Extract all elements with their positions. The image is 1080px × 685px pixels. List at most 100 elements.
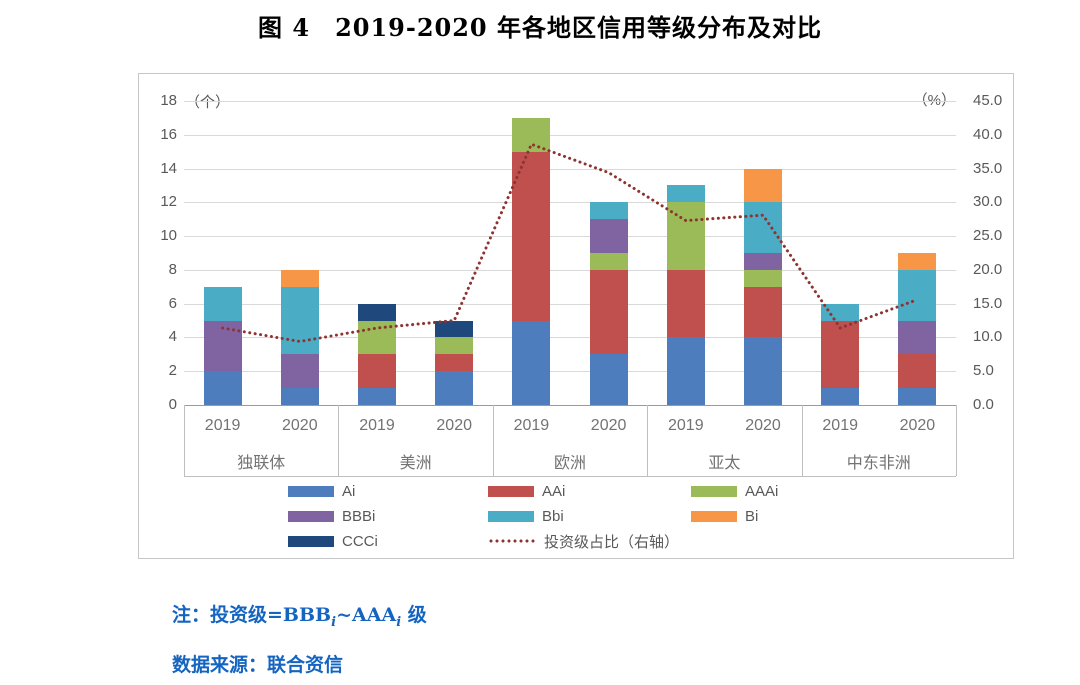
legend-item-CCCi: CCCi (288, 532, 378, 550)
legend-item-Bi: Bi (691, 507, 759, 525)
right-axis-unit-label: （%） (912, 92, 956, 109)
legend-item-BBBi: BBBi (288, 507, 376, 525)
legend-label: AAAi (745, 482, 779, 500)
bar-segment-Bi (280, 269, 319, 287)
category-group-label: 美洲 (399, 455, 432, 472)
legend-item-AAi: AAi (488, 482, 566, 500)
gridline (184, 371, 956, 373)
legend-label: Bi (745, 507, 759, 525)
legend-item-Ai: Ai (288, 482, 356, 500)
bar-segment-AAi (898, 354, 937, 389)
left-axis-tick-label: 12 (160, 193, 177, 211)
note-subscript: i (396, 614, 402, 630)
bar-segment-Ai (203, 371, 242, 405)
right-axis-tick-label: 35.0 (973, 159, 1003, 177)
bar-segment-AAi (744, 286, 782, 338)
bar-segment-CCCi (358, 303, 396, 321)
bar-segment-CCCi (435, 320, 474, 338)
legend-label: AAi (542, 482, 566, 500)
gridline (184, 236, 956, 238)
bar-segment-Bbi (203, 286, 242, 321)
category-separator (338, 405, 340, 476)
bar-segment-AAAi (512, 117, 551, 152)
bar-segment-Ai (589, 354, 628, 405)
bar-segment-Ai (435, 371, 474, 405)
gridline (184, 168, 956, 170)
bar-segment-Bbi (821, 303, 860, 321)
category-year-label: 2020 (436, 417, 472, 434)
bar-segment-Ai (898, 388, 937, 405)
bar-segment-BBBi (280, 354, 319, 389)
bar-segment-AAi (358, 354, 396, 389)
category-separator (184, 405, 185, 476)
category-year-label: 2020 (282, 417, 318, 434)
category-bottom-border (184, 476, 956, 477)
category-year-label: 2020 (745, 417, 781, 434)
category-year-label: 2020 (590, 417, 627, 434)
legend-label: CCCi (342, 532, 378, 550)
bar-segment-Bbi (280, 286, 319, 355)
legend-swatch (691, 485, 737, 497)
legend-swatch (488, 510, 534, 522)
right-axis-tick-label: 0.0 (973, 396, 994, 413)
left-axis-tick-label: 8 (168, 260, 177, 278)
category-year-label: 2019 (359, 417, 395, 434)
bar-segment-AAi (821, 320, 860, 389)
legend-label: 投资级占比（右轴） (544, 533, 680, 551)
category-year-label: 2019 (204, 417, 241, 434)
note-text: 级 (401, 604, 427, 626)
bar-segment-AAAi (435, 337, 474, 355)
bar-segment-Ai (358, 388, 396, 405)
bar-segment-Ai (821, 388, 860, 405)
bar-segment-AAi (512, 151, 551, 321)
category-year-label: 2019 (668, 417, 704, 434)
chart-panel: （个） （%） 0 2 4 6 8 10 12 14 16 18 0.0 5.0 10.0 15.0 20.… (138, 73, 1014, 559)
category-year-label: 2020 (899, 417, 936, 434)
bar-segment-Bbi (744, 202, 782, 253)
bar-segment-AAAi (666, 202, 705, 270)
category-year-label: 2019 (513, 417, 550, 434)
bar-segment-Bbi (666, 185, 705, 203)
right-axis-tick-label: 20.0 (973, 260, 1003, 278)
bar-segment-AAAi (358, 320, 396, 355)
legend-dotted-line-swatch (488, 539, 536, 543)
note-subscript: i (331, 614, 337, 630)
right-axis-tick-label: 40.0 (973, 125, 1003, 143)
note-text: 注：投资级=BBB (172, 604, 332, 626)
right-axis-tick-label: 10.0 (973, 328, 1003, 346)
bar-segment-BBBi (203, 320, 242, 372)
legend-label: Ai (342, 482, 356, 500)
left-axis-tick-label: 18 (160, 92, 177, 109)
bar-segment-Bi (898, 253, 937, 270)
legend-swatch (488, 485, 534, 497)
right-axis-tick-label: 25.0 (973, 227, 1003, 245)
category-separator (801, 405, 803, 476)
legend-swatch (691, 510, 737, 522)
left-axis-tick-label: 6 (168, 294, 177, 312)
category-year-label: 2019 (822, 417, 858, 434)
figure-note: 注：投资级=BBBi~AAAi 级 (172, 600, 427, 630)
category-group-label: 独联体 (237, 455, 286, 472)
bar-segment-Ai (744, 337, 782, 405)
gridline (184, 134, 956, 136)
left-axis-tick-label: 2 (168, 362, 177, 380)
category-separator (492, 405, 494, 476)
bar-segment-AAi (589, 269, 628, 355)
legend-label: BBBi (342, 507, 376, 525)
legend-swatch (288, 535, 334, 547)
category-separator (956, 405, 957, 476)
bar-segment-BBBi (589, 219, 628, 253)
bar-segment-AAAi (589, 253, 628, 270)
data-source: 数据来源：联合资信 (172, 654, 344, 676)
category-group-label: 欧洲 (553, 455, 586, 472)
bar-segment-Ai (280, 388, 319, 405)
legend-item-AAAi: AAAi (691, 482, 779, 500)
figure-title: 图 4 2019-2020 年各地区信用等级分布及对比 (258, 13, 822, 42)
right-axis-tick-label: 30.0 (973, 193, 1003, 211)
bar-segment-AAi (666, 269, 705, 338)
legend-swatch (288, 485, 334, 497)
bar-segment-Bi (744, 168, 782, 203)
left-axis-tick-label: 16 (160, 125, 177, 143)
bar-segment-AAAi (744, 269, 782, 287)
bar-segment-Bbi (589, 202, 628, 220)
